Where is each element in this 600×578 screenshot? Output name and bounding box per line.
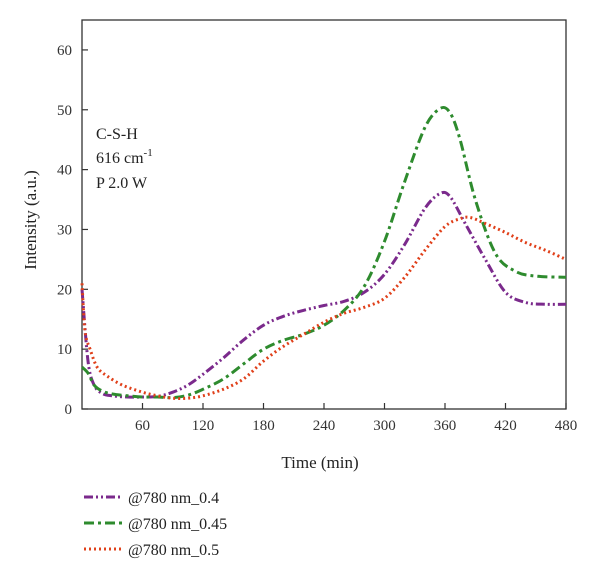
y-axis-title: Intensity (a.u.) bbox=[21, 170, 40, 270]
series-lines bbox=[80, 105, 567, 400]
x-tick-label: 180 bbox=[252, 418, 275, 434]
x-tick-label: 120 bbox=[192, 418, 215, 434]
plot-frame bbox=[81, 19, 567, 410]
legend-label-2: @780 nm_0.45 bbox=[128, 516, 227, 533]
y-tick-label: 30 bbox=[57, 222, 72, 238]
y-tick-label: 0 bbox=[65, 402, 73, 418]
series-line-3 bbox=[80, 215, 567, 400]
legend: @780 nm_0.4 @780 nm_0.45 @780 nm_0.5 bbox=[84, 490, 227, 559]
series-line-1 bbox=[80, 190, 567, 399]
x-tick-label: 300 bbox=[373, 418, 396, 434]
y-tick-label: 50 bbox=[57, 103, 72, 119]
x-tick-label: 480 bbox=[555, 418, 578, 434]
annotation-wavenumber: 616 cm-1 bbox=[96, 147, 153, 167]
y-tick-label: 60 bbox=[57, 43, 72, 59]
x-tick-label: 60 bbox=[135, 418, 150, 434]
annotation-wavenumber-exponent: -1 bbox=[144, 147, 153, 159]
series-line-2 bbox=[80, 105, 567, 400]
legend-label-3: @780 nm_0.5 bbox=[128, 542, 219, 559]
annotation-block: C-S-H 616 cm-1 P 2.0 W bbox=[96, 126, 153, 192]
y-tick-label: 40 bbox=[57, 163, 72, 179]
annotation-material: C-S-H bbox=[96, 126, 138, 143]
x-tick-label: 420 bbox=[494, 418, 517, 434]
x-tick-label: 360 bbox=[434, 418, 457, 434]
annotation-power: P 2.0 W bbox=[96, 175, 148, 192]
axis-ticks: 60 120 180 240 300 360 420 480 0 10 20 30 40 50 60 bbox=[57, 43, 577, 434]
annotation-wavenumber-value: 616 cm bbox=[96, 150, 144, 167]
x-tick-label: 240 bbox=[313, 418, 336, 434]
y-tick-label: 10 bbox=[57, 342, 72, 358]
plot-border bbox=[81, 19, 567, 410]
y-tick-label: 20 bbox=[57, 282, 72, 298]
legend-label-1: @780 nm_0.4 bbox=[128, 490, 219, 507]
x-axis-title: Time (min) bbox=[281, 453, 358, 472]
